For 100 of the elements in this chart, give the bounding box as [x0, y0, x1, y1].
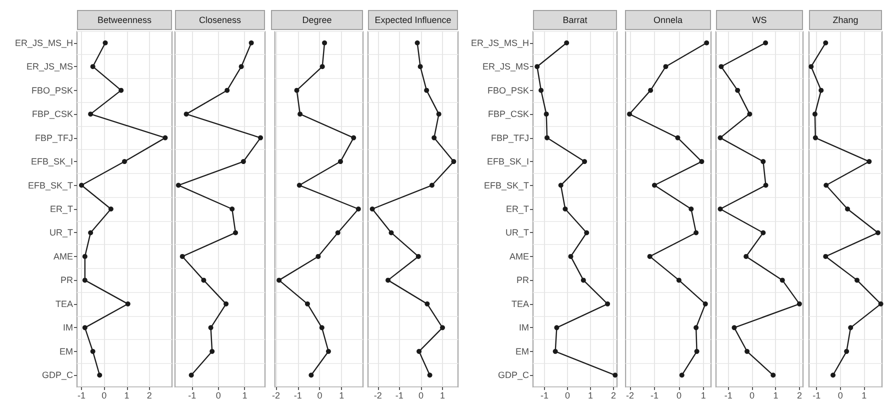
point [554, 325, 560, 330]
y-tick-label: ER_JS_MS_H [14, 38, 73, 48]
y-tick-label: TEA [511, 298, 529, 309]
point [97, 372, 102, 378]
point [823, 254, 828, 259]
x-tick-label: 1 [773, 390, 778, 400]
point [224, 301, 229, 306]
point [388, 230, 394, 236]
point [224, 88, 230, 93]
point [440, 325, 445, 330]
point [90, 64, 96, 70]
x-tick-label: -1 [78, 390, 86, 400]
point [418, 64, 423, 70]
point [675, 135, 680, 140]
y-tick-label: EFB_SK_I [486, 156, 529, 167]
point [79, 182, 84, 188]
x-tick-label: -1 [540, 390, 549, 400]
point [82, 325, 88, 330]
y-tick-label: ER_T [50, 204, 74, 214]
point [823, 40, 828, 46]
point [760, 159, 766, 164]
point [732, 325, 737, 330]
point [432, 135, 437, 140]
point [694, 325, 699, 330]
y-tick-label: UR_T [505, 228, 530, 238]
point [744, 254, 749, 259]
x-tick-label: 1 [700, 390, 706, 400]
y-tick-label: ER_JS_MS [26, 62, 73, 72]
y-tick-label: PR [516, 275, 530, 286]
point [584, 230, 590, 236]
point [424, 301, 430, 306]
chart-title: Closeness [175, 10, 265, 30]
y-tick-label: ER_JS_MS [482, 62, 529, 72]
point [108, 206, 114, 212]
point [699, 159, 704, 164]
y-tick-label: GDP_C [498, 370, 530, 380]
point [429, 182, 434, 188]
y-tick-label: AME [509, 251, 529, 262]
point [663, 64, 668, 70]
point [544, 112, 549, 117]
y-tick-label: PR [60, 275, 74, 286]
y-tick-label: FBP_CSK [32, 109, 73, 120]
point [184, 112, 189, 117]
point [568, 254, 574, 259]
chart-title: Onnela [625, 10, 711, 30]
point [878, 301, 884, 306]
x-tick-label: 2 [146, 390, 152, 400]
point [210, 348, 215, 354]
chart-title: Degree [271, 10, 363, 30]
point [102, 40, 108, 46]
point [818, 88, 824, 93]
point [125, 301, 130, 306]
point [436, 112, 442, 117]
point [308, 372, 314, 378]
x-tick-label: -1 [395, 390, 404, 400]
point [319, 325, 324, 330]
point [276, 278, 282, 283]
point [304, 301, 310, 306]
point [296, 182, 302, 188]
x-tick-label: 1 [124, 390, 130, 400]
chart-title: Barrat [533, 10, 617, 30]
point [580, 278, 586, 283]
x-tick-label: -1 [724, 390, 732, 400]
point [652, 182, 657, 188]
y-tick-label: IM [63, 322, 73, 333]
point [188, 372, 194, 378]
y-tick-label: FBP_TFJ [490, 132, 529, 143]
point [702, 301, 708, 306]
point [627, 112, 632, 117]
point [694, 348, 700, 354]
point [763, 40, 768, 46]
point [338, 159, 343, 164]
x-tick-label: 1 [339, 390, 344, 400]
point [763, 182, 768, 188]
point [122, 159, 127, 164]
x-tick-label: 1 [862, 390, 867, 400]
chart-title: Expected Influence [368, 10, 458, 30]
point [704, 40, 710, 46]
point [552, 348, 558, 354]
point [558, 182, 564, 188]
point [386, 278, 391, 283]
x-tick-label: -2 [626, 390, 634, 400]
point [451, 159, 456, 164]
point [538, 88, 544, 93]
point [796, 301, 802, 306]
x-tick-label: 0 [317, 390, 322, 400]
point [770, 372, 776, 378]
y-tick-label: TEA [55, 298, 73, 309]
y-tick-label: ER_JS_MS_H [470, 38, 529, 48]
point [208, 325, 214, 330]
point [744, 348, 750, 354]
chart-title: Zhang [809, 10, 882, 30]
point [875, 230, 880, 236]
point [844, 348, 850, 354]
point [718, 206, 723, 212]
point [90, 348, 96, 354]
x-tick-label: 0 [838, 390, 843, 400]
x-tick-label: 1 [242, 390, 248, 400]
y-tick-label: ER_T [506, 204, 530, 214]
point [416, 254, 421, 259]
